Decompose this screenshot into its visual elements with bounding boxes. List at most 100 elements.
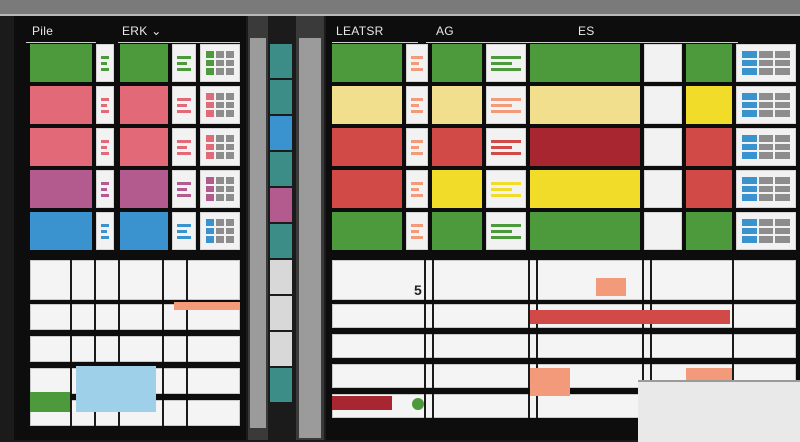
list-icon [406, 44, 428, 82]
row-color-cell[interactable] [432, 86, 482, 124]
side-tile [644, 128, 682, 166]
bottom-toolbar[interactable] [638, 380, 800, 442]
row-color-cell[interactable] [120, 128, 168, 166]
row-color-cell[interactable] [30, 44, 92, 82]
column-divider [528, 260, 530, 300]
list-icon [96, 44, 114, 82]
list-icon [486, 170, 526, 208]
dash-lines [177, 175, 191, 203]
side-tile [644, 170, 682, 208]
table-icon [200, 44, 240, 82]
column-divider [94, 260, 96, 300]
row-color-cell[interactable] [686, 86, 732, 124]
row-color-cell[interactable] [120, 86, 168, 124]
row-color-cell[interactable] [432, 128, 482, 166]
right-header-col-3[interactable]: ES [578, 24, 595, 38]
table-icon [200, 86, 240, 124]
right-scroll-thumb[interactable] [299, 38, 321, 438]
row-color-cell[interactable] [120, 212, 168, 250]
table-row[interactable] [30, 336, 240, 362]
row-color-cell[interactable] [686, 212, 732, 250]
list-icon [486, 212, 526, 250]
strip-segment [270, 80, 292, 114]
left-scroll-thumb[interactable] [250, 38, 266, 428]
dash-lines [101, 91, 109, 119]
left-scrollbar[interactable] [248, 16, 268, 440]
row-color-cell[interactable] [332, 86, 402, 124]
list-icon [96, 128, 114, 166]
row-color-cell[interactable] [686, 44, 732, 82]
mini-grid [206, 93, 234, 117]
row-color-cell[interactable] [332, 212, 402, 250]
column-divider [424, 304, 426, 328]
column-divider [186, 400, 188, 426]
column-divider [528, 334, 530, 358]
row-color-cell[interactable] [30, 170, 92, 208]
row-color-cell[interactable] [686, 170, 732, 208]
column-divider [732, 304, 734, 328]
right-scrollbar[interactable] [296, 16, 324, 440]
dash-lines [411, 49, 423, 77]
dash-lines [411, 91, 423, 119]
column-divider [94, 400, 96, 426]
column-divider [732, 260, 734, 300]
strip-segment [270, 296, 292, 330]
list-icon [486, 44, 526, 82]
row-color-cell[interactable] [332, 128, 402, 166]
status-color-bar [174, 302, 240, 310]
list-icon [406, 128, 428, 166]
row-color-cell[interactable] [686, 128, 732, 166]
row-color-cell[interactable] [530, 86, 640, 124]
row-color-cell[interactable] [530, 44, 640, 82]
row-color-cell[interactable] [530, 128, 640, 166]
column-divider [536, 334, 538, 358]
row-color-cell[interactable] [120, 170, 168, 208]
row-color-cell[interactable] [332, 44, 402, 82]
side-tile [644, 212, 682, 250]
column-divider [650, 364, 652, 388]
row-color-cell[interactable] [432, 44, 482, 82]
strip-segment [270, 224, 292, 258]
left-grid-panel: Pile ERK ⌄ [14, 16, 246, 440]
column-divider [528, 364, 530, 388]
column-divider [424, 364, 426, 388]
dash-lines [101, 175, 109, 203]
column-divider [650, 260, 652, 300]
row-color-cell[interactable] [432, 170, 482, 208]
strip-segment [270, 260, 292, 294]
dash-lines [491, 91, 521, 119]
mini-grid [742, 135, 790, 159]
row-color-cell[interactable] [432, 212, 482, 250]
row-color-cell[interactable] [530, 170, 640, 208]
row-color-cell[interactable] [30, 86, 92, 124]
left-header-col-1[interactable]: Pile [32, 24, 54, 38]
dash-lines [177, 217, 191, 245]
row-color-cell[interactable] [30, 128, 92, 166]
strip-segment [270, 332, 292, 366]
window-title-bar [0, 0, 800, 16]
status-color-bar [530, 310, 730, 324]
table-row[interactable] [30, 260, 240, 300]
right-header-col-2[interactable]: AG [436, 24, 454, 38]
row-color-cell[interactable] [332, 170, 402, 208]
column-divider [186, 304, 188, 330]
left-header-col-2[interactable]: ERK ⌄ [122, 24, 162, 38]
table-row[interactable] [332, 260, 796, 300]
dash-lines [491, 217, 521, 245]
column-divider [162, 304, 164, 330]
dash-lines [177, 49, 191, 77]
column-divider [432, 304, 434, 328]
table-row[interactable] [332, 334, 796, 358]
column-divider [118, 400, 120, 426]
row-color-cell[interactable] [30, 212, 92, 250]
column-divider [536, 394, 538, 418]
column-divider [118, 336, 120, 362]
list-icon [96, 212, 114, 250]
column-divider [118, 304, 120, 330]
column-divider [432, 394, 434, 418]
row-color-cell[interactable] [530, 212, 640, 250]
row-color-cell[interactable] [120, 44, 168, 82]
list-icon [406, 212, 428, 250]
right-header-col-1[interactable]: LEATSR [336, 24, 384, 38]
dash-lines [177, 133, 191, 161]
